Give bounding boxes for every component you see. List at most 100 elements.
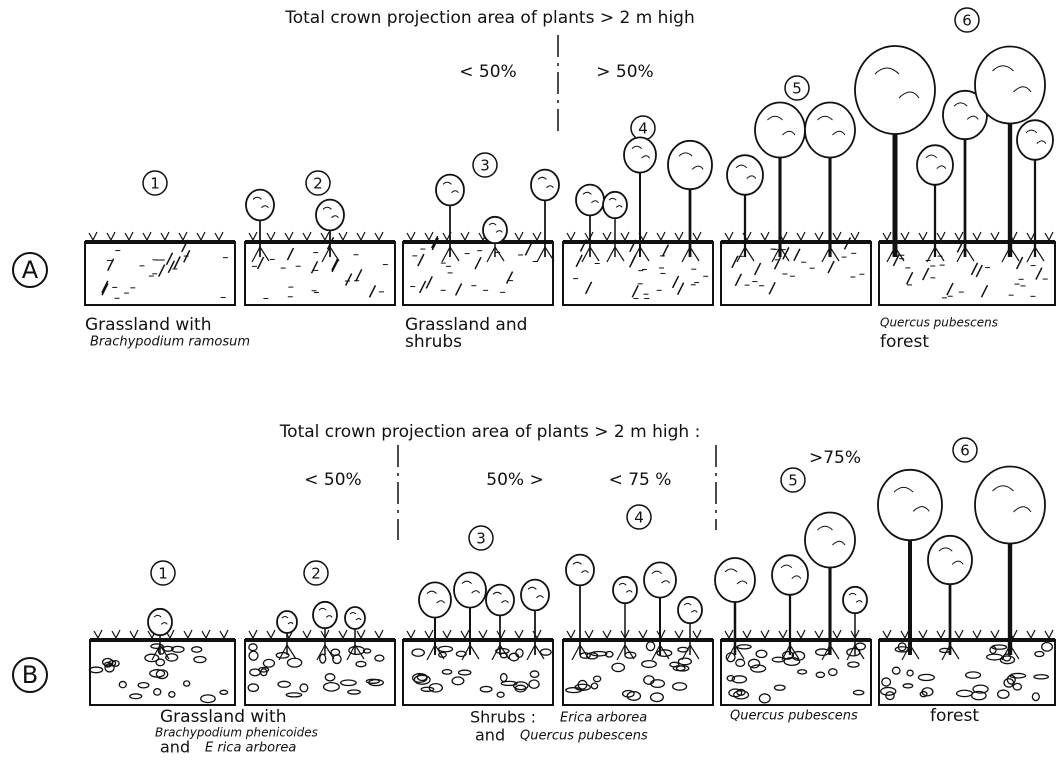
grass [566,629,576,640]
grass [266,231,276,242]
stone [479,685,493,693]
grass [160,231,170,242]
stone [1041,641,1053,652]
rock-crack [970,262,979,276]
grass [338,231,348,242]
grass [954,629,964,640]
stone [259,668,268,677]
stone [286,657,303,668]
stone [1003,678,1015,688]
crown-detail [724,568,748,585]
grass [460,231,470,242]
threshold: >75% [809,448,861,468]
stone [144,653,160,663]
stone [193,655,207,664]
stone [319,653,327,664]
grass [284,231,294,242]
rock-crack [671,275,680,289]
grass [832,629,842,640]
grass [1044,629,1054,640]
stone [258,666,270,673]
stone [1033,674,1050,680]
rock-crack [661,244,670,257]
caption: shrubs [405,332,462,352]
stone [750,664,767,673]
rock-crack [417,253,425,267]
grass [674,629,684,640]
crown-detail [252,196,269,209]
rock-crack [629,239,637,253]
crown [482,215,508,245]
soil-box [402,241,554,306]
stone [919,690,928,698]
stone [500,680,518,687]
stone [150,643,164,650]
stage-number: 1 [158,565,168,583]
stone [852,689,865,696]
stone [791,650,806,661]
roots [486,246,505,263]
grass [584,629,594,640]
crown-detail [281,616,294,625]
stone [999,655,1016,665]
roots [616,644,635,661]
crown [916,144,954,186]
rock-crack [173,256,181,269]
grass [692,231,702,242]
stone [411,672,428,683]
crown-detail [582,191,599,204]
grass [406,629,416,640]
stone [645,641,656,652]
caption: Erica arborea [560,711,647,726]
stage-number: 6 [960,442,970,460]
stone [129,693,143,700]
caption: Quercus pubescens [730,709,858,724]
grass [374,629,384,640]
grass [796,629,806,640]
stone [111,659,120,667]
soil-box [878,241,1056,306]
roots [901,644,920,661]
stone [797,669,808,675]
stone [736,688,746,696]
roots [278,644,297,661]
rock-crack [731,255,739,269]
grass [129,629,139,640]
roots [441,246,460,263]
grass [814,231,824,242]
grass [214,231,224,242]
roots [781,644,800,661]
stage-circle [784,75,810,101]
stone [441,668,453,675]
roots [571,644,590,661]
rock-crack [768,281,776,295]
stone [621,689,635,698]
roots [821,246,840,263]
grass [1044,231,1054,242]
stone [964,671,982,679]
stone [972,684,989,694]
stone [565,687,583,694]
roots [581,246,600,263]
stage-circle [303,560,329,586]
grass [478,629,488,640]
grass [620,231,630,242]
grass [142,231,152,242]
grass [1026,629,1036,640]
stone [656,649,673,657]
stone [413,674,431,685]
stone [671,682,688,691]
grass [918,629,928,640]
crown-detail [492,591,509,604]
panel: Total crown projection area of plants > … [12,7,1056,352]
grass [900,231,910,242]
stone [747,658,761,669]
rock-crack [368,285,377,298]
stone [155,669,169,680]
rock-crack [454,283,463,296]
grass [514,231,524,242]
roots [726,644,745,661]
rock-crack [980,284,989,298]
stone [650,679,666,689]
